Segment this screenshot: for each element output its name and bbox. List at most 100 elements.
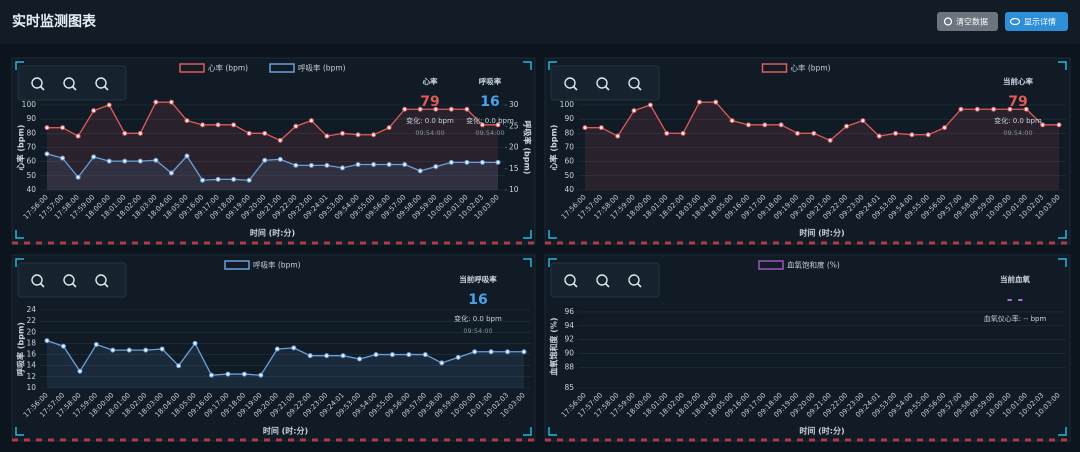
zoom-out-button[interactable] bbox=[596, 274, 608, 286]
eye-icon[interactable] bbox=[1009, 17, 1021, 26]
data-point bbox=[615, 133, 621, 139]
data-point bbox=[958, 106, 964, 112]
data-point bbox=[339, 130, 345, 136]
data-point bbox=[225, 371, 231, 377]
data-point bbox=[433, 164, 439, 170]
y-tick-label: 70 bbox=[26, 143, 36, 152]
data-point bbox=[386, 162, 392, 167]
details-button-label[interactable]: 显示详情 bbox=[1024, 17, 1056, 27]
data-point bbox=[696, 99, 702, 105]
info-label: 呼吸率 bbox=[479, 76, 502, 86]
data-point bbox=[126, 347, 132, 353]
legend-swatch bbox=[758, 260, 784, 270]
data-point bbox=[324, 162, 330, 168]
y-tick-label: 90 bbox=[564, 114, 574, 123]
zoom-in-handle[interactable] bbox=[572, 85, 578, 91]
data-point bbox=[455, 354, 461, 360]
zoom-out-handle[interactable] bbox=[604, 85, 610, 91]
reset-zoom-handle[interactable] bbox=[636, 85, 642, 91]
data-point bbox=[827, 137, 833, 143]
data-point bbox=[184, 118, 190, 124]
data-point bbox=[137, 130, 143, 136]
y-tick-label: 90 bbox=[26, 114, 36, 123]
zoom-out-button[interactable] bbox=[596, 77, 608, 89]
reset-zoom-button[interactable] bbox=[628, 274, 640, 286]
zoom-in-handle[interactable] bbox=[572, 282, 578, 288]
data-point bbox=[293, 162, 299, 168]
data-point bbox=[778, 122, 784, 128]
clear-button-label[interactable]: 清空数据 bbox=[956, 17, 988, 27]
data-point bbox=[44, 151, 50, 157]
zoom-in-button[interactable] bbox=[564, 274, 576, 286]
reset-zoom-handle[interactable] bbox=[103, 85, 109, 91]
series-area bbox=[47, 102, 498, 190]
data-point bbox=[153, 157, 159, 163]
y2-tick-label: 30 bbox=[509, 100, 519, 109]
zoom-out-button[interactable] bbox=[63, 274, 75, 286]
data-point bbox=[1023, 106, 1029, 112]
data-point bbox=[402, 106, 408, 112]
reset-zoom-button[interactable] bbox=[628, 77, 640, 89]
data-point bbox=[324, 353, 330, 359]
info-time: 09:54:00 bbox=[475, 129, 504, 137]
series-line bbox=[585, 101, 1059, 142]
info-change: 血氧仪心率: -- bpm bbox=[984, 314, 1047, 323]
data-point bbox=[876, 133, 882, 139]
corner-bracket bbox=[548, 427, 557, 436]
y-tick-label: 70 bbox=[564, 143, 574, 152]
data-point bbox=[974, 106, 980, 112]
data-point bbox=[448, 106, 454, 112]
corner-bracket bbox=[1058, 230, 1067, 239]
data-point bbox=[371, 132, 377, 138]
zoom-out-handle[interactable] bbox=[71, 282, 77, 288]
refresh-icon[interactable] bbox=[943, 17, 953, 26]
zoom-in-button[interactable] bbox=[31, 274, 43, 286]
details-button[interactable] bbox=[1005, 12, 1068, 31]
clear-button[interactable] bbox=[937, 12, 998, 31]
info-change: 变化: 0.0 bpm bbox=[994, 116, 1042, 125]
data-point bbox=[488, 349, 494, 355]
data-point bbox=[893, 130, 899, 136]
data-point bbox=[631, 108, 637, 114]
reset-zoom-button[interactable] bbox=[95, 77, 107, 89]
reset-zoom-handle[interactable] bbox=[103, 282, 109, 288]
y-tick-label: 50 bbox=[26, 171, 36, 180]
info-value: 79 bbox=[1008, 94, 1027, 110]
data-point bbox=[277, 156, 283, 162]
y-tick-label: 60 bbox=[564, 157, 574, 166]
y-axis-label: 血氧饱和度 (%) bbox=[549, 317, 559, 375]
data-point bbox=[925, 132, 931, 138]
data-point bbox=[811, 130, 817, 136]
zoom-out-handle[interactable] bbox=[604, 282, 610, 288]
corner-bracket bbox=[1058, 427, 1067, 436]
data-point bbox=[355, 162, 361, 167]
corner-bracket bbox=[1058, 258, 1067, 267]
y-tick-label: 100 bbox=[560, 100, 575, 109]
data-point bbox=[246, 130, 252, 136]
info-value: 79 bbox=[420, 94, 439, 110]
data-point bbox=[860, 118, 866, 124]
series-area bbox=[585, 102, 1059, 190]
legend-label: 心率 (bpm) bbox=[791, 63, 831, 73]
data-point bbox=[44, 338, 50, 344]
y-axis-label: 心率 (bpm) bbox=[16, 125, 26, 171]
reset-zoom-button[interactable] bbox=[95, 274, 107, 286]
data-point bbox=[1040, 122, 1046, 128]
data-point bbox=[75, 133, 81, 139]
zoom-in-button[interactable] bbox=[564, 77, 576, 89]
zoom-in-button[interactable] bbox=[31, 77, 43, 89]
data-point bbox=[472, 349, 478, 355]
data-point bbox=[495, 159, 501, 165]
zoom-in-handle[interactable] bbox=[39, 85, 45, 91]
data-point bbox=[357, 356, 363, 362]
zoom-out-handle[interactable] bbox=[71, 85, 77, 91]
reset-zoom-handle[interactable] bbox=[636, 282, 642, 288]
data-point bbox=[339, 165, 345, 171]
legend-label: 血氧饱和度 (%) bbox=[787, 260, 840, 270]
zoom-out-button[interactable] bbox=[63, 77, 75, 89]
y-tick-label: 12 bbox=[26, 372, 36, 381]
data-point bbox=[439, 360, 445, 366]
data-point bbox=[713, 99, 719, 105]
zoom-in-handle[interactable] bbox=[39, 282, 45, 288]
info-label: 当前心率 bbox=[1003, 76, 1033, 86]
